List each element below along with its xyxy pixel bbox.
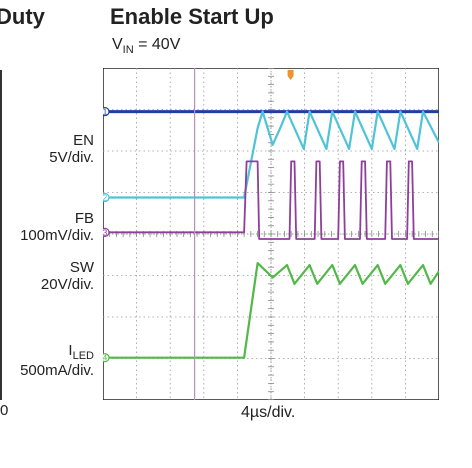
ch1-scale: 5V/div. xyxy=(49,149,94,166)
subtitle-rest: = 40V xyxy=(133,36,181,53)
x-axis-label: 4µs/div. xyxy=(241,404,296,421)
ch1-ground-number: 1 xyxy=(103,108,108,117)
left-partial-title: Duty xyxy=(0,4,45,29)
ch2-label: FB 100mV/div. xyxy=(20,210,94,244)
ch4-name-main: I xyxy=(68,342,73,359)
ch1-name: EN xyxy=(73,132,94,149)
ch4-name-sub: LED xyxy=(72,350,94,362)
trigger-position-marker xyxy=(287,70,294,80)
plot-traces xyxy=(103,110,439,359)
ch2-name: FB xyxy=(74,210,94,227)
chart-title: Enable Start Up xyxy=(110,4,274,29)
ch3-label: SW 20V/div. xyxy=(41,259,94,293)
ch1-label: EN 5V/div. xyxy=(49,132,94,166)
left-chart-border xyxy=(0,70,2,400)
ch3-scale: 20V/div. xyxy=(40,276,94,293)
plot-markers: 1 2 3 4 xyxy=(103,68,294,400)
ch4-name: ILED xyxy=(20,342,94,362)
ch4-ground-number: 4 xyxy=(103,354,108,363)
trace-ch4 xyxy=(103,262,439,359)
ch4-scale: 500mA/div. xyxy=(20,362,94,379)
ch1-ground-marker xyxy=(103,106,110,117)
ch4-ground-marker xyxy=(103,353,110,363)
chart-subtitle: VIN = 40V xyxy=(112,36,180,56)
ch2-scale: 100mV/div. xyxy=(20,227,94,244)
trace-ch3 xyxy=(103,160,439,240)
ch4-label: ILED 500mA/div. xyxy=(20,342,94,379)
ch3-ground-marker xyxy=(103,227,110,237)
ch2-ground-marker xyxy=(103,192,110,203)
left-zero-tick: 0 xyxy=(0,402,9,419)
subtitle-sub: IN xyxy=(122,44,134,57)
trace-ch2 xyxy=(103,110,439,199)
ch3-name: SW xyxy=(69,259,94,276)
subtitle-main: V xyxy=(112,36,123,53)
oscilloscope-plot: 1 2 3 4 xyxy=(103,68,439,400)
ch2-ground-number: 2 xyxy=(103,193,108,202)
ch3-ground-number: 3 xyxy=(103,228,108,237)
